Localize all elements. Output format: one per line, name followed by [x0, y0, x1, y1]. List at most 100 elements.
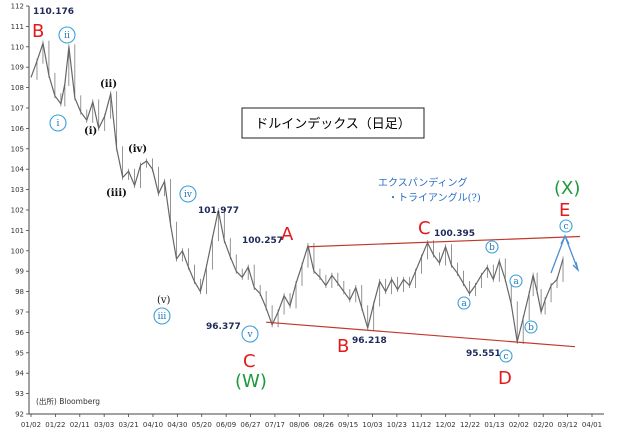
- y-tick-label: 99: [15, 268, 24, 276]
- paren-iii: (iii): [106, 188, 127, 199]
- svg-text:b: b: [489, 243, 495, 253]
- circled-iii: iii: [153, 307, 171, 325]
- x-tick-label: 02/02: [509, 421, 529, 429]
- triangle-note-line1: エクスパンディング: [378, 176, 468, 189]
- trend-lines: [266, 235, 581, 348]
- x-tick-label: 04/30: [167, 421, 187, 429]
- circled-c-2: c: [559, 219, 573, 233]
- svg-text:ii: ii: [64, 31, 70, 41]
- paren-i: (i): [84, 126, 97, 137]
- wave-label-E: E: [559, 200, 570, 221]
- x-tick-label: 07/17: [265, 421, 285, 429]
- x-tick-label: 04/10: [143, 421, 163, 429]
- svg-text:iii: iii: [158, 312, 167, 322]
- price-label-d-low: 95.551: [466, 349, 501, 359]
- price-label-b-low: 96.218: [352, 336, 387, 346]
- price-label-c-high: 100.395: [434, 229, 475, 239]
- y-tick-label: 93: [15, 390, 24, 398]
- wave-label-C-top: C: [418, 218, 431, 239]
- x-tick-label: 08/06: [289, 421, 310, 429]
- x-tick-label: 01/22: [45, 421, 65, 429]
- lower-trend-line: [266, 321, 576, 348]
- x-tick-label: 04/01: [582, 421, 602, 429]
- price-line: [30, 42, 564, 343]
- x-tick-label: 05/20: [192, 421, 212, 429]
- svg-text:a: a: [513, 277, 519, 287]
- upper-trend-line: [307, 235, 581, 248]
- y-tick-label: 110: [11, 43, 24, 51]
- price-label-iv-high: 101.977: [198, 206, 239, 216]
- circled-i: i: [49, 114, 67, 132]
- svg-text:iv: iv: [184, 190, 193, 200]
- x-tick-label: 03/12: [558, 421, 578, 429]
- svg-text:i: i: [57, 119, 60, 129]
- wave-label-B-bottom: B: [337, 336, 349, 357]
- y-tick-label: 97: [15, 309, 24, 317]
- x-tick-label: 08/26: [314, 421, 335, 429]
- y-tick-label: 108: [11, 84, 24, 92]
- x-tick-label: 10/23: [387, 421, 407, 429]
- svg-text:c: c: [563, 222, 568, 232]
- y-tick-label: 92: [15, 411, 24, 419]
- x-tick-label: 01/13: [484, 421, 504, 429]
- x-tick-label: 03/03: [94, 421, 114, 429]
- y-tick-label: 103: [11, 186, 24, 194]
- paren-ii: (ii): [100, 79, 117, 90]
- triangle-note-line2: ・トライアングル(?): [388, 191, 481, 204]
- x-tick-label: 02/11: [70, 421, 90, 429]
- y-tick-label: 111: [11, 23, 24, 31]
- projection-arrows: [550, 234, 580, 274]
- circled-a-2: a: [509, 274, 523, 288]
- y-tick-label: 112: [11, 3, 24, 11]
- source-label: (出所) Bloomberg: [36, 396, 100, 406]
- x-tick-label: 06/09: [216, 421, 236, 429]
- y-tick-label: 96: [15, 329, 24, 337]
- x-tick-label: 12/22: [460, 421, 480, 429]
- wave-label-C-bottom: C: [243, 351, 256, 372]
- y-tick-label: 95: [15, 349, 24, 357]
- x-tick-label: 09/15: [338, 421, 358, 429]
- y-tick-label: 106: [11, 125, 25, 133]
- circled-b-2: b: [524, 320, 538, 334]
- price-label-w-low: 96.377: [206, 322, 241, 332]
- x-tick-label: 02/20: [533, 421, 553, 429]
- wave-label-B-top: B: [32, 21, 44, 42]
- svg-text:a: a: [461, 299, 467, 309]
- svg-text:v: v: [246, 330, 253, 340]
- circled-a-1: a: [457, 296, 471, 310]
- y-tick-label: 100: [11, 247, 24, 255]
- x-tick-label: 01/02: [21, 421, 41, 429]
- circled-b-1: b: [485, 240, 499, 254]
- x-tick-label: 11/12: [411, 421, 431, 429]
- wave-label-W: (W): [235, 371, 267, 392]
- circled-iv: iv: [179, 185, 197, 203]
- y-tick-label: 104: [11, 166, 25, 174]
- price-series: [30, 40, 564, 345]
- y-tick-label: 101: [11, 227, 24, 235]
- circled-ii: ii: [58, 26, 76, 44]
- y-tick-label: 98: [15, 288, 24, 296]
- chart-title: ドルインデックス（日足）: [255, 116, 411, 132]
- wave-label-D: D: [498, 368, 512, 389]
- y-tick-label: 109: [11, 64, 24, 72]
- svg-text:b: b: [528, 323, 534, 333]
- wave-label-X: (X): [554, 178, 580, 199]
- x-tick-label: 10/03: [362, 421, 382, 429]
- y-tick-label: 102: [11, 207, 24, 215]
- x-tick-label: 06/27: [240, 421, 260, 429]
- svg-text:c: c: [503, 352, 508, 362]
- y-tick-label: 94: [15, 370, 24, 378]
- wave-label-A: A: [281, 224, 294, 245]
- chart-title-box: ドルインデックス（日足）: [241, 107, 425, 139]
- price-label-a-high: 100.257: [242, 236, 283, 246]
- x-tick-label: 03/21: [118, 421, 138, 429]
- price-label-high: 110.176: [33, 7, 74, 17]
- y-tick-label: 107: [11, 105, 24, 113]
- circled-v: v: [241, 325, 259, 343]
- paren-v: (v): [157, 295, 171, 306]
- circled-c-1: c: [499, 349, 513, 363]
- y-tick-label: 105: [11, 145, 24, 153]
- x-tick-label: 12/02: [436, 421, 456, 429]
- axes: 92 93 94 95 96 97 98 99 100 101 102 103 104 105 106 107…: [11, 3, 604, 429]
